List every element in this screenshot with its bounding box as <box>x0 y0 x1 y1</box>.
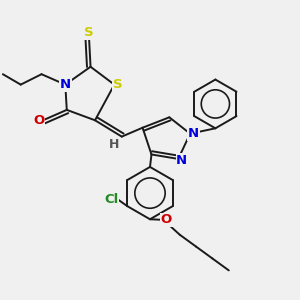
Text: S: S <box>113 78 123 91</box>
Text: Cl: Cl <box>104 193 118 206</box>
Text: S: S <box>84 26 94 39</box>
Text: H: H <box>109 138 119 151</box>
Text: N: N <box>188 127 199 140</box>
Text: N: N <box>176 154 188 167</box>
Text: O: O <box>161 213 172 226</box>
Text: O: O <box>33 114 44 127</box>
Text: N: N <box>60 78 71 91</box>
